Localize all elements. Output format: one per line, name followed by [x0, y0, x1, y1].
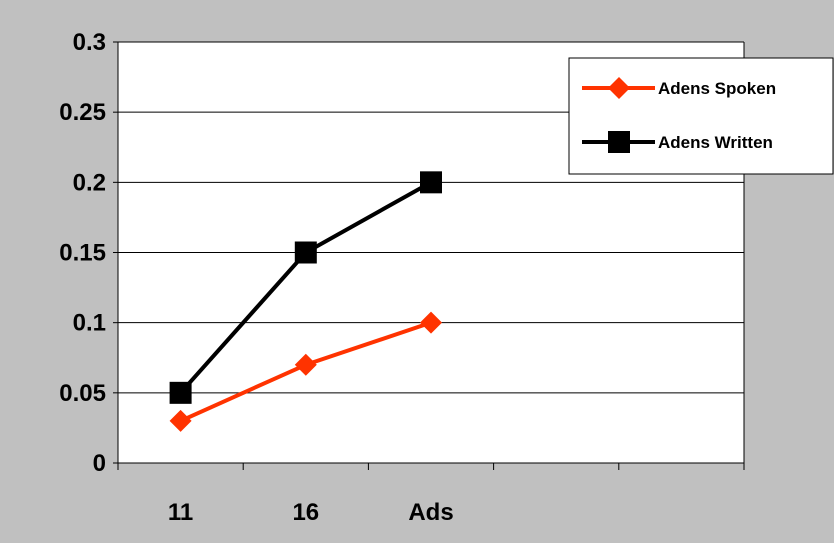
legend-entry: Adens Written	[582, 131, 773, 153]
y-tick-label: 0.05	[59, 380, 106, 407]
x-tick-label: 16	[292, 499, 319, 526]
x-tick-label: Ads	[408, 499, 453, 526]
legend-box	[568, 57, 834, 175]
legend-label: Adens Spoken	[658, 79, 776, 98]
legend-entry: Adens Spoken	[582, 77, 776, 99]
data-point-marker	[169, 409, 192, 432]
legend: Adens Spoken Adens Written	[568, 57, 834, 175]
data-point-marker	[169, 381, 192, 404]
series-0	[169, 311, 442, 432]
y-axis-tick-labels: 0 0.05 0.1 0.15 0.2 0.25 0.3	[59, 29, 106, 477]
gridlines	[118, 41, 744, 394]
data-point-marker	[294, 241, 317, 264]
y-tick-label: 0.25	[59, 99, 106, 126]
data-point-marker	[294, 353, 317, 376]
data-series	[169, 171, 442, 432]
x-tick-label: 11	[168, 499, 193, 526]
y-tick-label: 0.3	[73, 29, 106, 56]
y-tick-label: 0.15	[59, 240, 106, 267]
y-tick-label: 0	[93, 450, 106, 477]
y-tick-label: 0.1	[73, 310, 106, 337]
legend-label: Adens Written	[658, 133, 773, 152]
series-1	[169, 171, 442, 404]
y-tick-label: 0.2	[73, 169, 106, 196]
data-point-marker	[420, 311, 442, 334]
legend-marker-icon	[608, 131, 630, 153]
x-axis-tick-labels: 11 16 Ads	[168, 499, 454, 526]
legend-marker-icon	[608, 77, 630, 99]
data-point-marker	[420, 171, 442, 194]
